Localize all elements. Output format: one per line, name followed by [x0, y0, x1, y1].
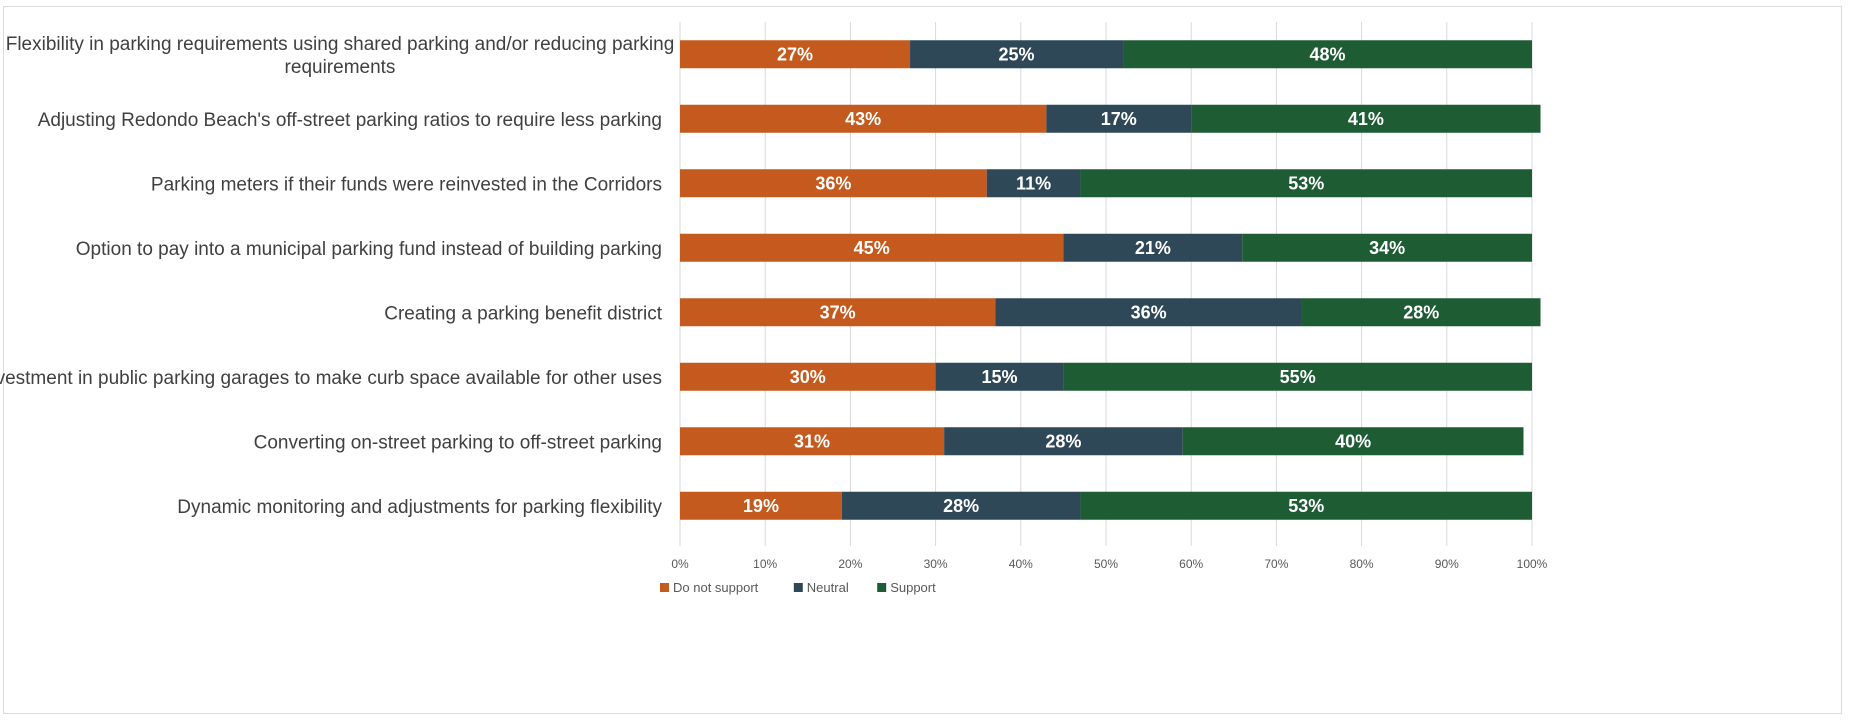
category-label: Creating a parking benefit district	[384, 303, 662, 324]
data-label: 11%	[1016, 173, 1051, 193]
bar-segment	[1123, 40, 1532, 69]
bar-segment	[680, 104, 1047, 133]
bar-segment	[841, 491, 1081, 520]
category-label-line: Investment in public parking garages to …	[0, 368, 662, 389]
category-label-line: Flexibility in parking requirements usin…	[6, 34, 675, 55]
data-label: 36%	[815, 173, 851, 193]
bar-segment	[986, 169, 1081, 198]
bar-segment	[1182, 427, 1524, 456]
category-label-line: Parking meters if their funds were reinv…	[151, 174, 662, 195]
category-label-line: Converting on-street parking to off-stre…	[254, 432, 662, 453]
category-label: Parking meters if their funds were reinv…	[151, 174, 662, 195]
bar-segment	[680, 491, 842, 520]
bar-segment	[680, 362, 936, 391]
category-label: Option to pay into a municipal parking f…	[76, 239, 662, 260]
data-label: 19%	[743, 496, 779, 516]
data-label: 55%	[1280, 367, 1316, 387]
data-label: 40%	[1335, 431, 1371, 451]
x-tick-label: 20%	[838, 557, 862, 571]
data-label: 21%	[1135, 238, 1171, 258]
data-label: 45%	[854, 238, 890, 258]
x-tick-label: 10%	[753, 557, 777, 571]
data-label: 36%	[1131, 302, 1167, 322]
bar-segment	[1301, 298, 1541, 327]
bar-segment	[680, 427, 945, 456]
x-tick-label: 70%	[1264, 557, 1288, 571]
x-tick-label: 50%	[1094, 557, 1118, 571]
bar-segment	[1191, 104, 1541, 133]
data-label: 41%	[1348, 109, 1384, 129]
x-tick-label: 30%	[924, 557, 948, 571]
data-label: 28%	[1403, 302, 1439, 322]
data-label: 53%	[1288, 496, 1324, 516]
bar-segment	[995, 298, 1302, 327]
x-tick-label: 80%	[1350, 557, 1374, 571]
x-tick-label: 90%	[1435, 557, 1459, 571]
data-label: 17%	[1101, 109, 1137, 129]
data-label: 43%	[845, 109, 881, 129]
legend-label: Do not support	[673, 580, 759, 595]
data-label: 15%	[981, 367, 1017, 387]
data-label: 28%	[1045, 431, 1081, 451]
x-tick-label: 60%	[1179, 557, 1203, 571]
data-label: 53%	[1288, 173, 1324, 193]
bar-segment	[1063, 362, 1532, 391]
category-label-line: Adjusting Redondo Beach's off-street par…	[38, 110, 662, 131]
category-label-line: requirements	[285, 57, 396, 78]
category-label: Adjusting Redondo Beach's off-street par…	[38, 110, 662, 131]
data-label: 37%	[820, 302, 856, 322]
bar-segment	[1242, 233, 1532, 262]
bar-segment	[935, 362, 1064, 391]
legend-label: Support	[890, 580, 936, 595]
category-label: Flexibility in parking requirements usin…	[6, 34, 675, 78]
category-label-line: Option to pay into a municipal parking f…	[76, 239, 662, 260]
bar-segment	[680, 233, 1064, 262]
bar-segment	[944, 427, 1183, 456]
legend-label: Neutral	[807, 580, 849, 595]
category-label-line: Creating a parking benefit district	[384, 303, 662, 324]
data-label: 28%	[943, 496, 979, 516]
bar-segment	[1080, 491, 1532, 520]
data-label: 31%	[794, 431, 830, 451]
x-tick-label: 100%	[1517, 557, 1548, 571]
data-label: 27%	[777, 44, 813, 64]
legend-swatch	[877, 583, 887, 592]
bar-segment	[1046, 104, 1192, 133]
category-label: Converting on-street parking to off-stre…	[254, 432, 662, 453]
legend-swatch	[793, 583, 803, 592]
bar-segment	[1063, 233, 1243, 262]
legend-swatch	[660, 583, 669, 592]
category-label: Investment in public parking garages to …	[0, 368, 662, 389]
category-label-line: Dynamic monitoring and adjustments for p…	[177, 497, 662, 518]
chart-frame	[3, 6, 1842, 714]
x-tick-label: 0%	[671, 557, 689, 571]
bar-segment	[680, 169, 987, 198]
bar-segment	[680, 298, 996, 327]
bar-segment	[910, 40, 1124, 69]
data-label: 30%	[790, 367, 826, 387]
data-label: 34%	[1369, 238, 1405, 258]
bar-segment	[1080, 169, 1532, 198]
bar-segment	[680, 40, 911, 69]
category-label: Dynamic monitoring and adjustments for p…	[177, 497, 662, 518]
data-label: 25%	[999, 44, 1035, 64]
x-tick-label: 40%	[1009, 557, 1033, 571]
data-label: 48%	[1310, 44, 1346, 64]
